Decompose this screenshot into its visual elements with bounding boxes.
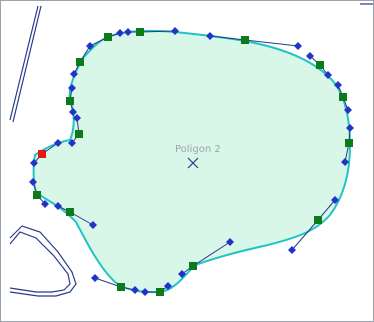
polygon-center-marker[interactable] — [187, 157, 199, 169]
control-point — [68, 84, 76, 92]
anchor-point — [314, 216, 322, 224]
control-point — [70, 70, 78, 78]
control-point — [294, 42, 302, 50]
anchor-point — [241, 36, 249, 44]
control-point — [226, 238, 234, 246]
anchor-point — [75, 130, 83, 138]
control-point — [178, 270, 186, 278]
control-point — [131, 286, 139, 294]
anchor-point — [189, 262, 197, 270]
polygon-anchor-points[interactable] — [33, 28, 353, 296]
anchor-point — [136, 28, 144, 36]
anchor-point — [33, 191, 41, 199]
control-point — [346, 124, 354, 132]
anchor-point — [316, 61, 324, 69]
control-point — [164, 282, 172, 290]
control-point — [344, 106, 352, 114]
anchor-point — [117, 283, 125, 291]
selected-anchor-point[interactable] — [38, 150, 46, 158]
control-point — [171, 27, 179, 35]
control-point — [306, 52, 314, 60]
anchor-point — [104, 33, 112, 41]
control-point — [68, 139, 76, 147]
background-road-lines — [9, 3, 374, 123]
control-point — [54, 202, 62, 210]
control-point — [30, 159, 38, 167]
control-point — [54, 139, 62, 147]
anchor-point — [339, 93, 347, 101]
polygon-label: Poligon 2 — [175, 144, 221, 155]
control-point — [141, 288, 149, 296]
control-point — [89, 221, 97, 229]
anchor-point — [66, 97, 74, 105]
anchor-point — [76, 58, 84, 66]
anchor-point — [156, 288, 164, 296]
control-point — [91, 274, 99, 282]
control-point — [324, 71, 332, 79]
control-point — [206, 32, 214, 40]
control-point — [86, 42, 94, 50]
control-point — [73, 114, 81, 122]
control-point — [69, 108, 77, 116]
control-point — [334, 81, 342, 89]
control-point — [116, 29, 124, 37]
polygon-control-points[interactable] — [29, 27, 354, 296]
anchor-point — [345, 139, 353, 147]
background-parcel-outline — [9, 225, 77, 297]
control-point — [41, 200, 49, 208]
anchor-point — [66, 208, 74, 216]
control-point — [331, 196, 339, 204]
control-point — [124, 28, 132, 36]
control-point — [341, 158, 349, 166]
control-point — [288, 246, 296, 254]
control-point — [29, 178, 37, 186]
